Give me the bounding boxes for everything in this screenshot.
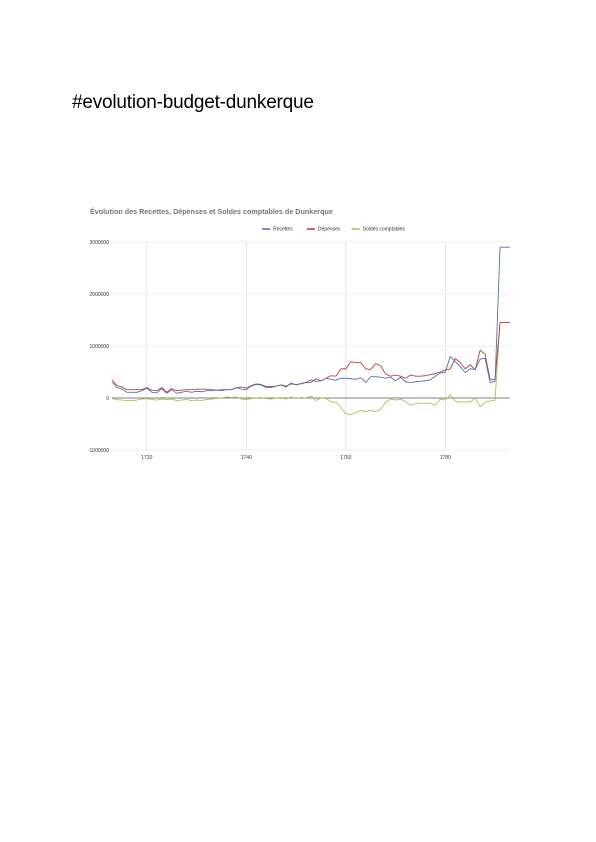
y-tick-label: 2000000 <box>90 292 110 298</box>
budget-chart: Évolution des Recettes, Dépenses et Sold… <box>84 200 514 465</box>
y-tick-label: 1000000 <box>90 344 110 350</box>
series-line-d-penses <box>111 322 510 393</box>
chart-title: Évolution des Recettes, Dépenses et Sold… <box>90 207 333 216</box>
y-axis: -1000000 0 1000000 2000000 3000000 <box>88 240 109 454</box>
x-axis: 1720 1740 1760 1780 <box>141 455 451 461</box>
x-tick-label: 1760 <box>340 455 351 461</box>
chart-legend: Recettes Dépenses Soldes comptables <box>262 227 405 233</box>
series-line-soldes-comptables <box>111 322 510 416</box>
chart-grid <box>112 241 510 451</box>
x-tick-label: 1720 <box>141 455 152 461</box>
legend-label: Recettes <box>273 227 293 233</box>
chart-series <box>111 246 510 416</box>
chart-canvas: Évolution des Recettes, Dépenses et Sold… <box>88 207 510 461</box>
y-tick-label: 0 <box>106 396 109 402</box>
legend-label: Dépenses <box>318 227 341 233</box>
page-heading: #evolution-budget-dunkerque <box>72 92 314 113</box>
y-tick-label: 3000000 <box>90 240 110 246</box>
series-line-recettes <box>111 246 510 394</box>
legend-label: Soldes comptables <box>363 227 406 233</box>
x-tick-label: 1780 <box>440 455 451 461</box>
y-tick-label: -1000000 <box>88 448 109 454</box>
x-tick-label: 1740 <box>241 455 252 461</box>
